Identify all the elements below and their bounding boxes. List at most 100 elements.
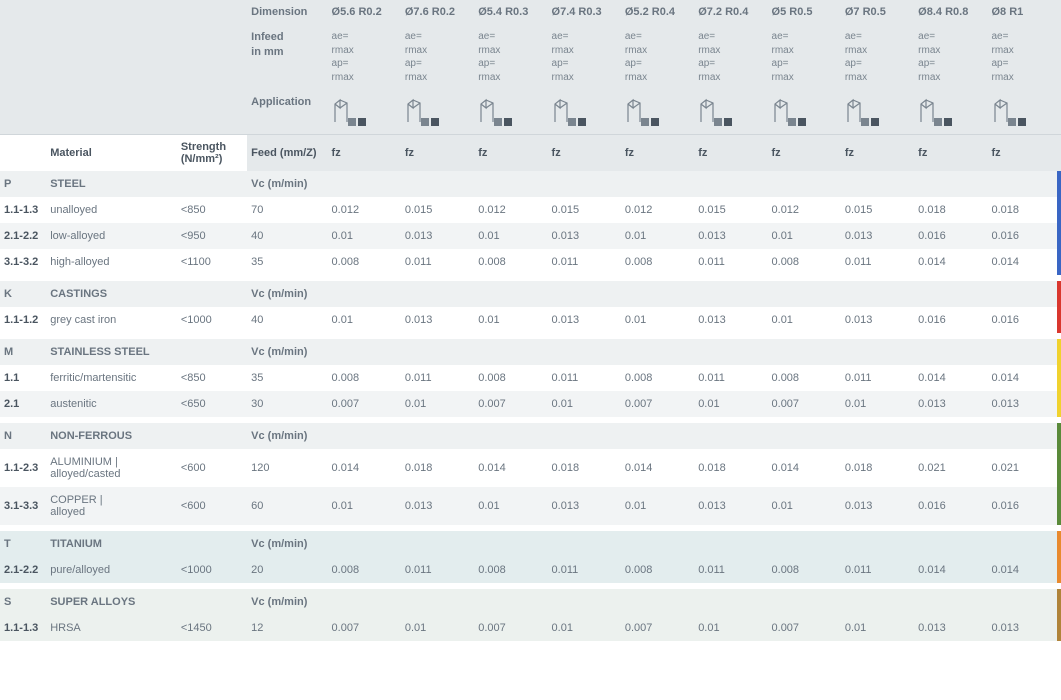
fz-cell: 0.013 xyxy=(914,391,987,417)
fz-header-5: fz xyxy=(694,134,767,171)
fz-cell: 0.013 xyxy=(988,391,1061,417)
fz-header-3: fz xyxy=(548,134,621,171)
fz-cell: 0.011 xyxy=(841,249,914,275)
fz-header-6: fz xyxy=(768,134,841,171)
fz-cell: 0.008 xyxy=(474,365,547,391)
fz-header-0: fz xyxy=(328,134,401,171)
fz-cell: 0.007 xyxy=(621,615,694,641)
fz-cell: 0.012 xyxy=(621,197,694,223)
fz-cell: 0.011 xyxy=(401,557,474,583)
vc-label-S: Vc (m/min) xyxy=(247,589,327,615)
dimension-col-2: Ø5.4 R0.3 xyxy=(474,0,547,24)
application-icon-col-7 xyxy=(841,90,914,132)
group-code-M: M xyxy=(0,339,46,365)
fz-cell: 0.018 xyxy=(914,197,987,223)
fz-header-9: fz xyxy=(988,134,1061,171)
group-name-P: STEEL xyxy=(46,171,177,197)
fz-cell: 0.008 xyxy=(328,249,401,275)
row-id: 1.1-2.3 xyxy=(0,449,46,487)
fz-cell: 0.016 xyxy=(914,307,987,333)
fz-cell: 0.01 xyxy=(621,223,694,249)
group-name-N: NON-FERROUS xyxy=(46,423,177,449)
application-icon xyxy=(625,98,655,126)
row-id: 1.1-1.3 xyxy=(0,615,46,641)
fz-cell: 0.01 xyxy=(694,391,767,417)
fz-cell: 0.012 xyxy=(328,197,401,223)
fz-cell: 0.008 xyxy=(768,365,841,391)
strength-cell: <850 xyxy=(177,365,247,391)
strength-cell: <1450 xyxy=(177,615,247,641)
dimension-col-9: Ø8 R1 xyxy=(988,0,1061,24)
stripe-K xyxy=(988,281,1061,307)
cutting-data-table: DimensionØ5.6 R0.2Ø7.6 R0.2Ø5.4 R0.3Ø7.4… xyxy=(0,0,1061,647)
fz-cell: 0.018 xyxy=(988,197,1061,223)
dimension-col-0: Ø5.6 R0.2 xyxy=(328,0,401,24)
fz-cell: 0.01 xyxy=(768,487,841,525)
fz-cell: 0.015 xyxy=(401,197,474,223)
infeed-col-8: ae=rmaxap=rmax xyxy=(914,24,987,90)
dimension-col-4: Ø5.2 R0.4 xyxy=(621,0,694,24)
fz-cell: 0.016 xyxy=(988,307,1061,333)
infeed-col-9: ae=rmaxap=rmax xyxy=(988,24,1061,90)
material-cell: HRSA xyxy=(46,615,177,641)
vc-cell: 20 xyxy=(247,557,327,583)
fz-cell: 0.011 xyxy=(548,557,621,583)
fz-cell: 0.008 xyxy=(474,557,547,583)
fz-cell: 0.007 xyxy=(328,615,401,641)
application-icon xyxy=(405,98,435,126)
fz-cell: 0.014 xyxy=(328,449,401,487)
fz-cell: 0.021 xyxy=(988,449,1061,487)
stripe-M xyxy=(988,339,1061,365)
stripe-T xyxy=(988,531,1061,557)
fz-cell: 0.013 xyxy=(841,307,914,333)
application-icon xyxy=(918,98,948,126)
stripe-N xyxy=(988,423,1061,449)
fz-cell: 0.01 xyxy=(548,391,621,417)
group-code-S: S xyxy=(0,589,46,615)
fz-cell: 0.007 xyxy=(328,391,401,417)
fz-cell: 0.008 xyxy=(328,365,401,391)
fz-cell: 0.007 xyxy=(768,615,841,641)
fz-cell: 0.01 xyxy=(768,223,841,249)
fz-cell: 0.018 xyxy=(401,449,474,487)
infeed-col-5: ae=rmaxap=rmax xyxy=(694,24,767,90)
strength-cell: <1100 xyxy=(177,249,247,275)
fz-cell: 0.011 xyxy=(694,249,767,275)
row-id: 2.1-2.2 xyxy=(0,223,46,249)
fz-cell: 0.011 xyxy=(694,365,767,391)
row-id: 2.1 xyxy=(0,391,46,417)
fz-cell: 0.01 xyxy=(401,391,474,417)
group-code-T: T xyxy=(0,531,46,557)
fz-cell: 0.014 xyxy=(768,449,841,487)
vc-label-T: Vc (m/min) xyxy=(247,531,327,557)
fz-cell: 0.014 xyxy=(914,249,987,275)
infeed-col-1: ae=rmaxap=rmax xyxy=(401,24,474,90)
strength-cell: <650 xyxy=(177,391,247,417)
strength-cell: <1000 xyxy=(177,557,247,583)
application-icon xyxy=(845,98,875,126)
application-icon xyxy=(698,98,728,126)
application-icon xyxy=(772,98,802,126)
fz-cell: 0.014 xyxy=(914,365,987,391)
fz-cell: 0.01 xyxy=(474,223,547,249)
fz-cell: 0.008 xyxy=(768,249,841,275)
fz-cell: 0.008 xyxy=(768,557,841,583)
fz-header-2: fz xyxy=(474,134,547,171)
fz-cell: 0.008 xyxy=(328,557,401,583)
vc-label-N: Vc (m/min) xyxy=(247,423,327,449)
fz-cell: 0.013 xyxy=(988,615,1061,641)
strength-cell: <850 xyxy=(177,197,247,223)
fz-cell: 0.01 xyxy=(328,307,401,333)
fz-cell: 0.007 xyxy=(474,615,547,641)
fz-cell: 0.011 xyxy=(548,249,621,275)
dimension-col-5: Ø7.2 R0.4 xyxy=(694,0,767,24)
row-id: 1.1-1.3 xyxy=(0,197,46,223)
fz-cell: 0.01 xyxy=(548,615,621,641)
fz-cell: 0.013 xyxy=(401,223,474,249)
material-header: Material xyxy=(46,134,177,171)
fz-cell: 0.007 xyxy=(768,391,841,417)
fz-cell: 0.007 xyxy=(621,391,694,417)
application-icon-col-3 xyxy=(548,90,621,132)
row-id: 1.1-1.2 xyxy=(0,307,46,333)
fz-header-7: fz xyxy=(841,134,914,171)
